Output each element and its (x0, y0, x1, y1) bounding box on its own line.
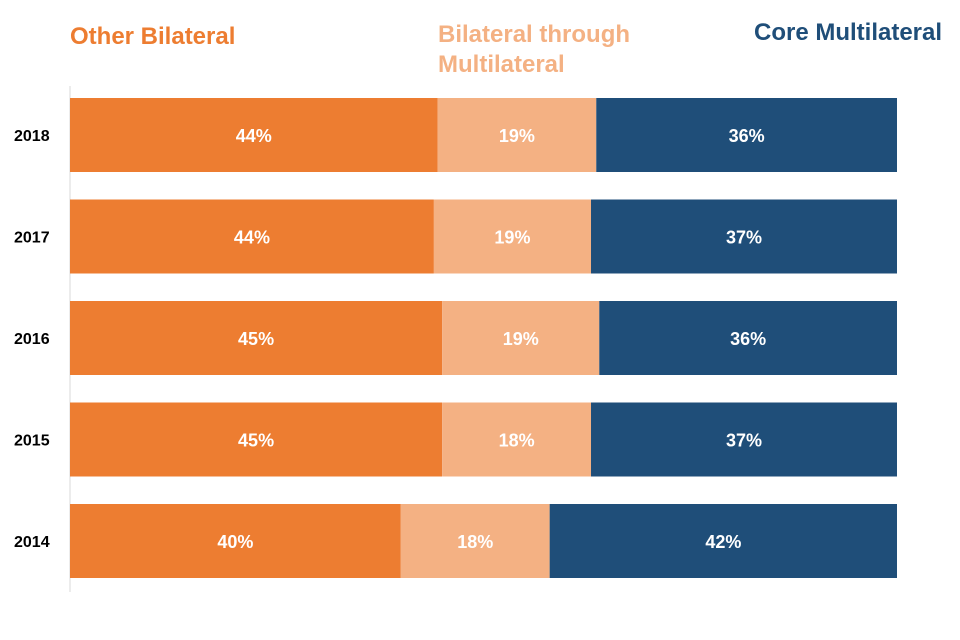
data-label-2014-series-1: 18% (457, 532, 493, 552)
data-label-2018-series-2: 36% (729, 126, 765, 146)
data-label-2018-series-1: 19% (499, 126, 535, 146)
bar-group: 2018 44% 19% 36% 2017 44% 19% 37% 2016 45% 19% 36% 2… (14, 98, 897, 578)
legend-other-bilateral: Other Bilateral (70, 23, 236, 50)
bar-2018-series-0 (70, 98, 438, 172)
data-label-2016-series-2: 36% (730, 329, 766, 349)
bar-2015-series-0 (70, 402, 443, 477)
data-label-2017-series-0: 44% (234, 228, 270, 248)
bar-2016-series-0 (70, 301, 443, 375)
legend-bilateral-through-multilateral: Bilateral through Multilateral (438, 21, 631, 78)
bar-2018-series-1 (437, 98, 597, 172)
category-label-2015: 2015 (14, 433, 50, 450)
bar-2014-series-1 (400, 504, 550, 578)
bar-2016-series-1 (442, 301, 600, 375)
data-label-2016-series-1: 19% (503, 329, 539, 349)
bar-2018-series-2 (596, 98, 897, 172)
category-label-2016: 2016 (14, 331, 50, 348)
bar-2017-series-1 (433, 199, 592, 274)
bar-2014-series-2 (549, 504, 897, 578)
data-label-2018-series-0: 44% (236, 126, 272, 146)
category-label-2018: 2018 (14, 128, 50, 145)
data-label-2015-series-1: 18% (499, 431, 535, 451)
data-label-2015-series-0: 45% (238, 431, 274, 451)
data-label-2016-series-0: 45% (238, 329, 274, 349)
data-label-2015-series-2: 37% (726, 431, 762, 451)
bar-2014-series-0 (70, 504, 401, 578)
bar-2017-series-2 (591, 199, 897, 274)
bar-2015-series-2 (591, 402, 897, 477)
category-label-2014: 2014 (14, 534, 50, 551)
data-label-2017-series-2: 37% (726, 228, 762, 248)
bar-2016-series-2 (599, 301, 897, 375)
data-label-2014-series-2: 42% (705, 532, 741, 552)
data-label-2014-series-0: 40% (217, 532, 253, 552)
bar-2017-series-0 (70, 199, 434, 274)
data-label-2017-series-1: 19% (494, 228, 530, 248)
category-label-2017: 2017 (14, 230, 50, 247)
bar-2015-series-1 (442, 402, 592, 477)
legend-core-multilateral: Core Multilateral (754, 19, 943, 46)
